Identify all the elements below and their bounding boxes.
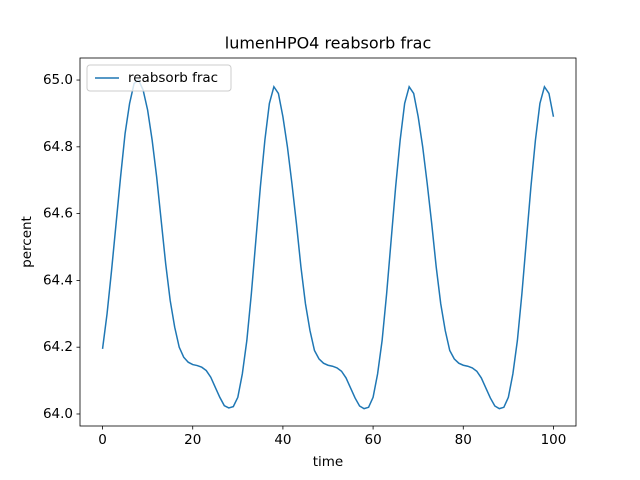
- x-tick-label: 60: [364, 432, 381, 448]
- plot-frame: [79, 57, 577, 427]
- y-tick-label: 64.0: [43, 406, 73, 422]
- x-tick-label: 40: [274, 432, 291, 448]
- line-series: [101, 78, 555, 410]
- x-tick-label: 0: [98, 432, 107, 448]
- y-tick-label: 65.0: [43, 72, 73, 88]
- y-tick-label: 64.4: [43, 272, 73, 288]
- chart-title: lumenHPO4 reabsorb frac: [225, 34, 431, 53]
- y-tick-label: 64.2: [43, 339, 73, 355]
- legend-box: [86, 64, 232, 92]
- x-tick-label: 100: [541, 432, 567, 448]
- y-tick-label: 64.8: [43, 139, 73, 155]
- legend-label: reabsorb frac: [128, 70, 218, 86]
- x-axis-label: time: [313, 454, 344, 470]
- y-axis-label: percent: [19, 216, 35, 268]
- x-tick-label: 80: [455, 432, 472, 448]
- y-tick-label: 64.6: [43, 206, 73, 222]
- x-tick-label: 20: [184, 432, 201, 448]
